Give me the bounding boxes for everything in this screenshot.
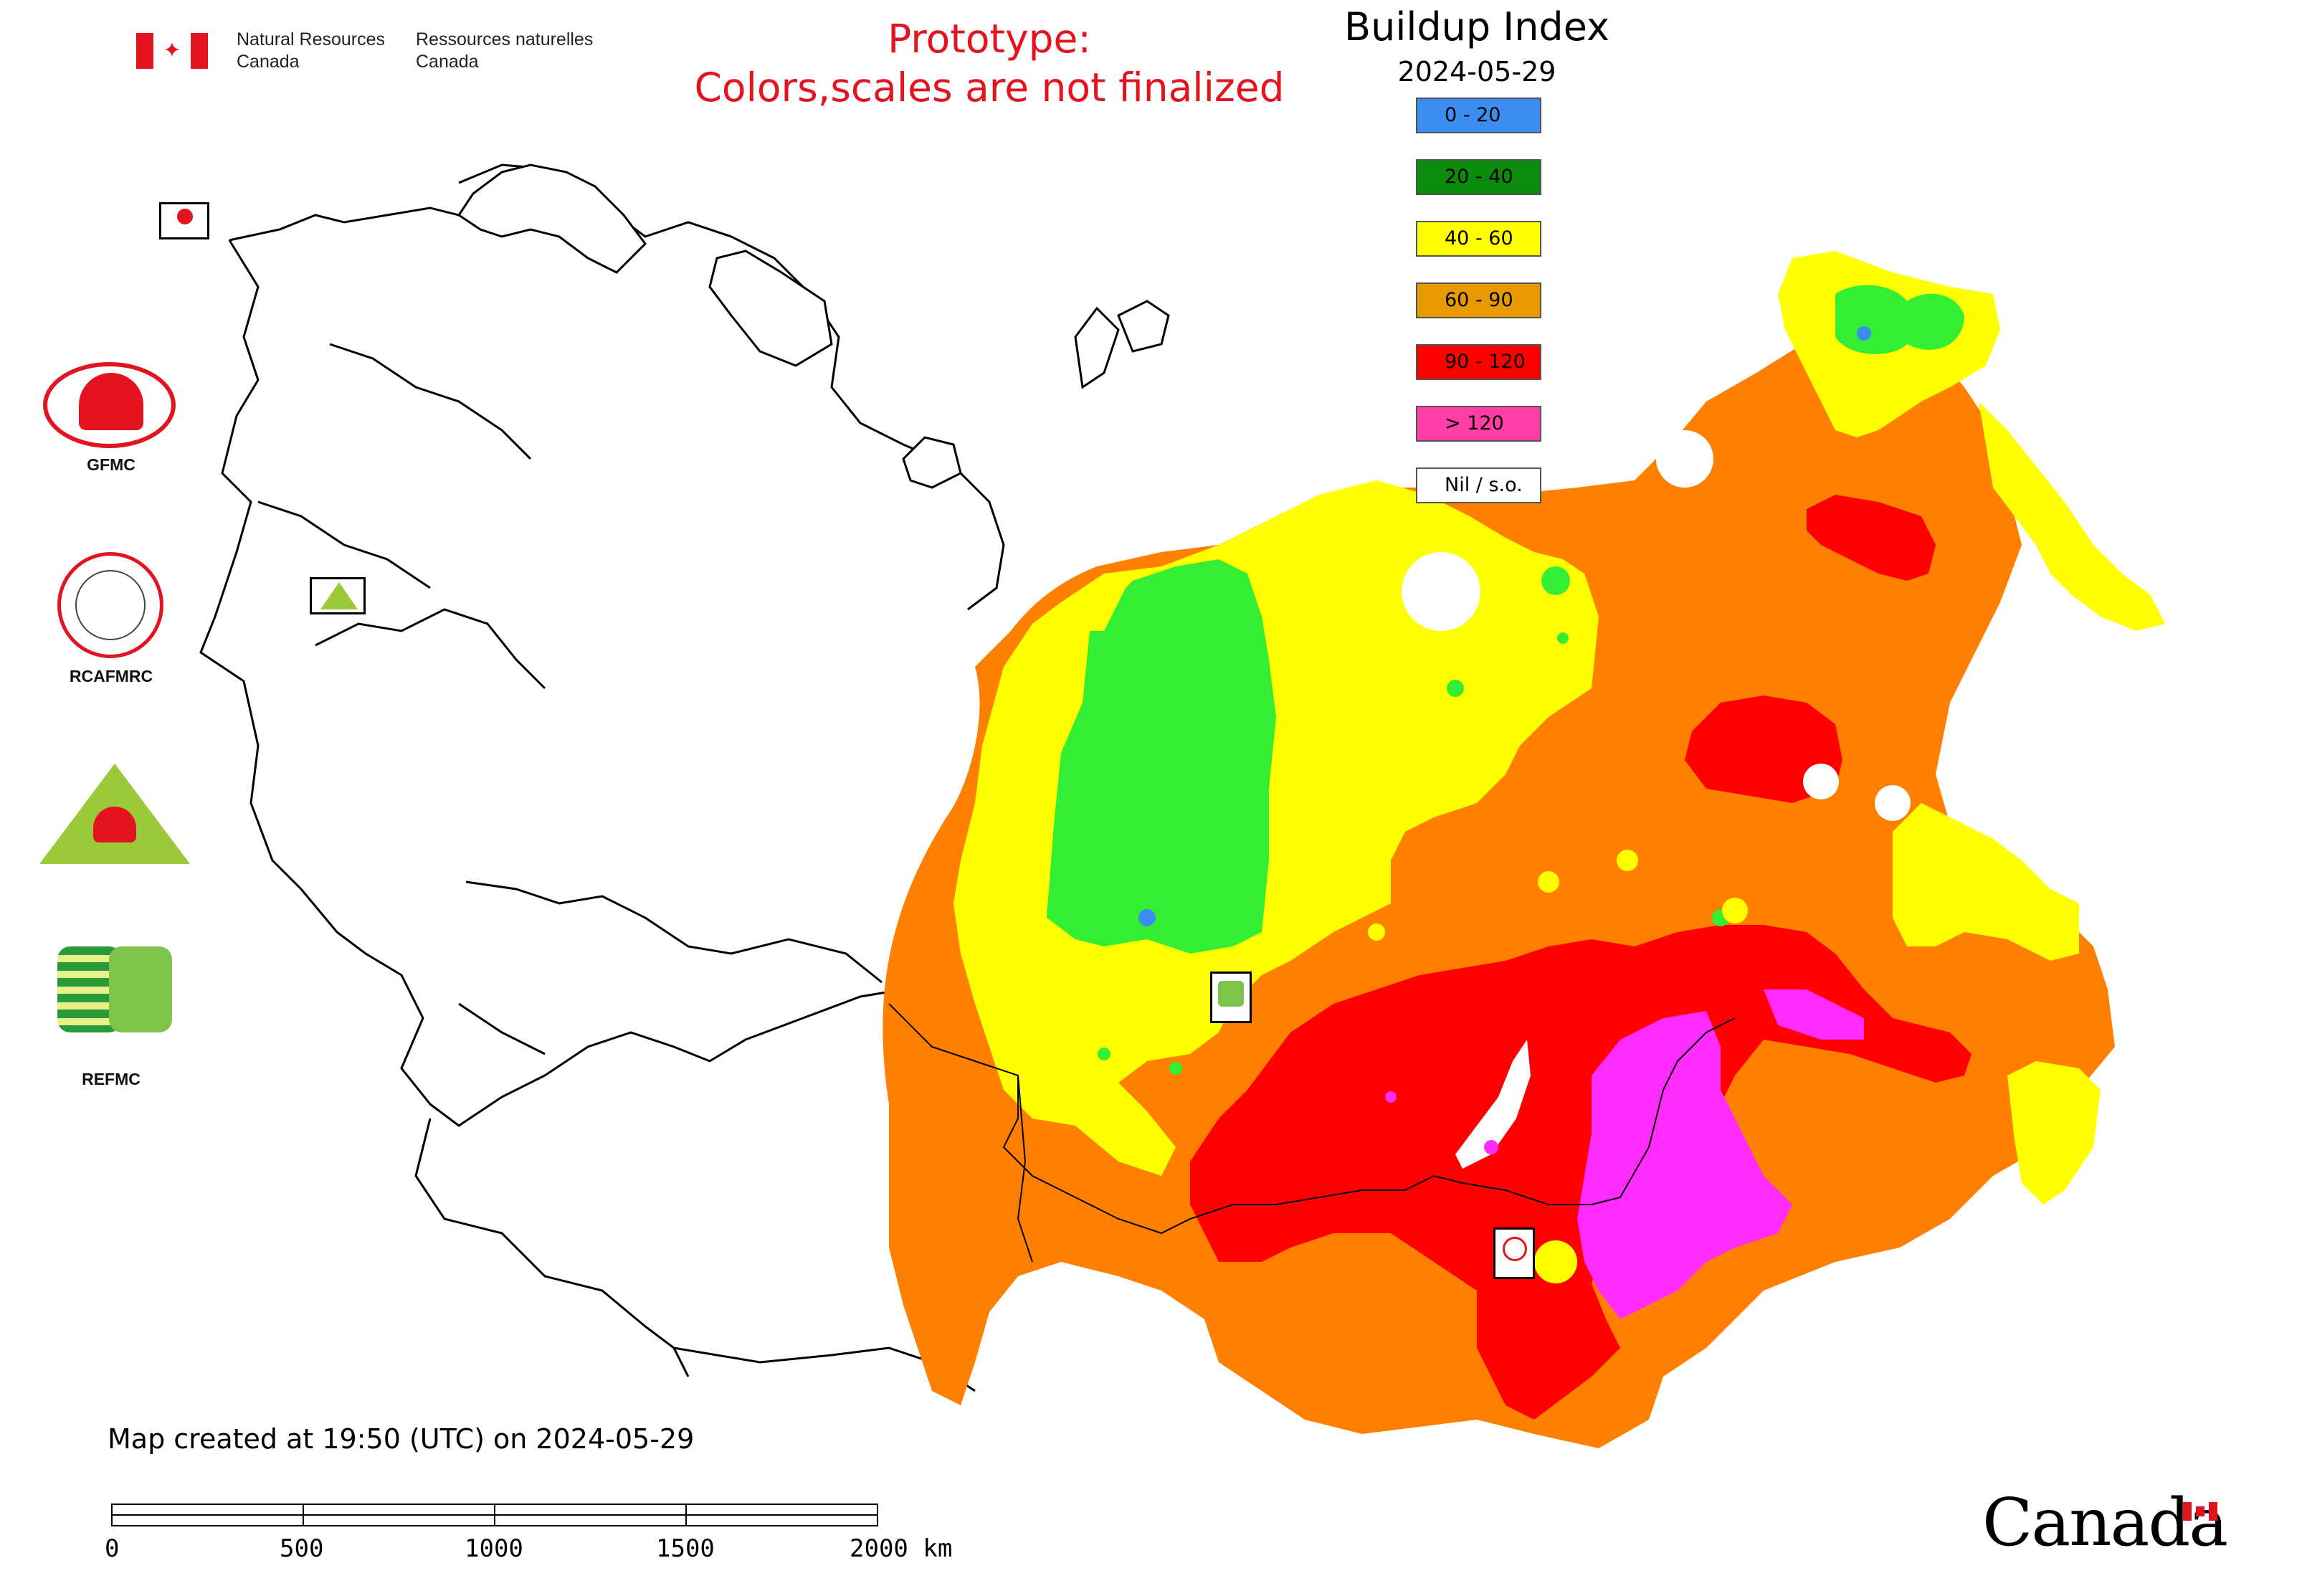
dept-en-line2: Canada <box>237 52 300 72</box>
map-created-note: Map created at 19:50 (UTC) on 2024-05-29 <box>108 1423 695 1455</box>
rcafmrc-label: RCAFMRC <box>69 667 153 685</box>
legend-item: 90 - 120 <box>1416 344 1541 380</box>
country-borders <box>199 163 1005 1392</box>
legend-item: Nil / s.o. <box>1416 467 1541 503</box>
wordmark-flag-icon <box>2183 1502 2217 1521</box>
scale-label: 500 <box>280 1534 324 1563</box>
dept-fr-line2: Canada <box>416 52 479 72</box>
northwest-coast <box>457 163 1170 489</box>
reefmc-logo-icon <box>39 764 190 871</box>
prototype-line1: Prototype: <box>888 16 1091 62</box>
prototype-notice: Prototype: Colors,scales are not finaliz… <box>631 14 1348 112</box>
scale-label: 2000 km <box>850 1534 953 1563</box>
scale-label: 0 <box>105 1534 120 1563</box>
rcafmrc-logo-icon <box>57 552 165 660</box>
legend-title: Buildup Index <box>1344 4 1609 49</box>
legend-item: > 120 <box>1416 406 1541 442</box>
legend-date: 2024-05-29 <box>1397 56 1556 87</box>
rcafmrc-marker-icon <box>1493 1227 1535 1279</box>
index-surface <box>883 251 2165 1448</box>
refmc-label: REFMC <box>82 1070 141 1088</box>
gfmc-marker-icon <box>159 202 209 239</box>
canada-flag-icon: ✦ <box>136 33 208 69</box>
prototype-line2: Colors,scales are not finalized <box>694 65 1285 110</box>
scale-label: 1500 <box>656 1534 715 1563</box>
gfmc-label: GFMC <box>87 455 135 474</box>
nrcan-signature: ✦ Natural Resources Canada Ressources na… <box>136 29 609 79</box>
legend-item: 40 - 60 <box>1416 221 1541 257</box>
refmc-marker-icon <box>1210 972 1252 1023</box>
legend-item: 20 - 40 <box>1416 159 1541 195</box>
scale-bar <box>111 1504 878 1526</box>
inner-borders <box>888 1003 1736 1263</box>
gfmc-logo-icon <box>39 358 183 448</box>
legend-item: 60 - 90 <box>1416 282 1541 318</box>
legend-item: 0 - 20 <box>1416 98 1541 133</box>
dept-fr-line1: Ressources naturelles <box>416 29 594 49</box>
scale-label: 1000 <box>465 1534 523 1563</box>
refmc-logo-icon <box>57 946 172 1032</box>
canada-wordmark: Canada <box>1982 1484 2228 1561</box>
reefmc-marker-icon <box>310 577 366 614</box>
dept-en-line1: Natural Resources <box>237 29 386 49</box>
